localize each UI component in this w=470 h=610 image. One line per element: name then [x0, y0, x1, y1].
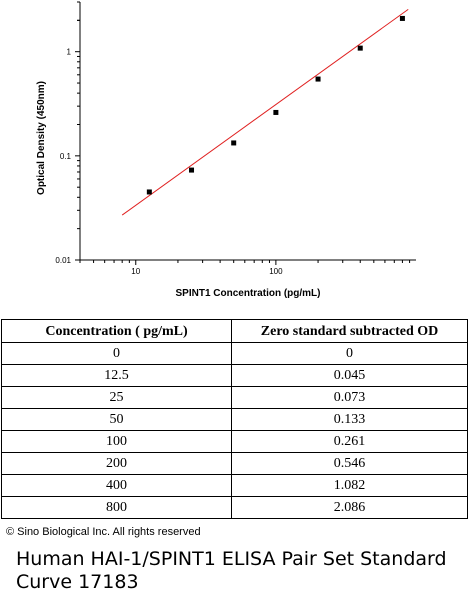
data-point: [315, 76, 321, 82]
data-point: [146, 189, 152, 195]
concentration-cell: 200: [1, 452, 232, 475]
data-point: [231, 140, 237, 146]
concentration-cell: 0: [1, 342, 232, 365]
y-tick-label: 1: [67, 48, 72, 57]
table-row: 800 2.086: [1, 496, 468, 519]
concentration-cell: 400: [1, 474, 232, 497]
data-point: [357, 45, 363, 51]
data-point: [189, 167, 195, 173]
table-row: 100 0.261: [1, 430, 468, 453]
table-body: 0 0 12.5 0.045 25 0.073 50 0.133 100 0.261 200 0.54…: [1, 342, 468, 519]
table-row: 50 0.133: [1, 408, 468, 431]
y-tick-label: 0.1: [60, 152, 72, 161]
od-cell: 0.133: [231, 408, 468, 431]
concentration-cell: 25: [1, 386, 232, 409]
data-points: [146, 15, 405, 195]
od-cell: 1.082: [231, 474, 468, 497]
fit-line: [121, 8, 409, 216]
standard-curve-chart: 1 0.1 0.01 10 100 SPINT1 Concentration (pg/m…: [36, 1, 416, 299]
concentration-cell: 50: [1, 408, 232, 431]
figure-caption: Human HAI-1/SPINT1 ELISA Pair Set Standa…: [16, 548, 447, 593]
concentration-cell: 100: [1, 430, 232, 453]
column-header-od: Zero standard subtracted OD: [231, 319, 468, 343]
x-axis-label: SPINT1 Concentration (pg/mL): [176, 288, 321, 299]
concentration-cell: 800: [1, 496, 232, 519]
column-header-concentration: Concentration ( pg/mL): [1, 319, 232, 343]
od-cell: 0.261: [231, 430, 468, 453]
table-row: 400 1.082: [1, 474, 468, 497]
table-row: 25 0.073: [1, 386, 468, 409]
x-tick-label: 10: [131, 267, 140, 276]
table-header-row: Concentration ( pg/mL) Zero standard sub…: [1, 319, 468, 343]
copyright-notice: © Sino Biological Inc. All rights reserv…: [6, 526, 201, 538]
chart-axes: [79, 2, 416, 261]
od-cell: 0.045: [231, 364, 468, 387]
fit-line-group: [121, 8, 409, 216]
y-axis-label: Optical Density (450nm): [36, 81, 47, 195]
x-tick-label: 100: [269, 267, 283, 276]
data-point: [273, 109, 279, 115]
table-row: 200 0.546: [1, 452, 468, 475]
y-tick-label: 0.01: [55, 256, 71, 265]
table-row: 12.5 0.045: [1, 364, 468, 387]
od-cell: 0.073: [231, 386, 468, 409]
standard-data-table: Concentration ( pg/mL) Zero standard sub…: [1, 319, 468, 519]
od-cell: 2.086: [231, 496, 468, 519]
od-cell: 0.546: [231, 452, 468, 475]
od-cell: 0: [231, 342, 468, 365]
chart-ticks: 1 0.1 0.01 10 100: [55, 1, 411, 276]
data-point: [399, 15, 405, 21]
concentration-cell: 12.5: [1, 364, 232, 387]
